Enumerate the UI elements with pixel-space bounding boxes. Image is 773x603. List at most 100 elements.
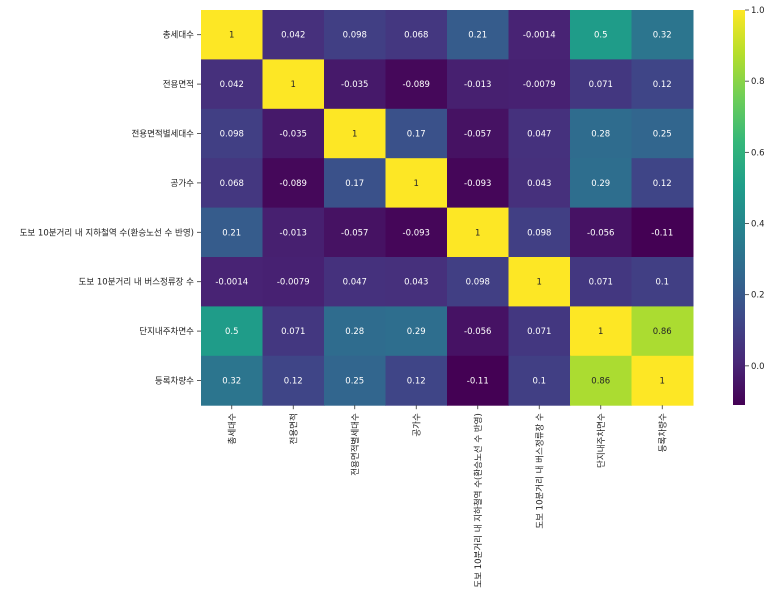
cell-annotation: 0.12	[284, 377, 303, 387]
heatmap-cell	[570, 59, 632, 110]
cell-annotation: 0.12	[653, 179, 672, 189]
heatmap-cell	[447, 306, 509, 357]
heatmap-cell	[631, 158, 694, 209]
cell-annotation: 0.5	[225, 327, 239, 337]
heatmap-cell	[631, 306, 694, 357]
cell-annotation: 0.28	[591, 130, 610, 140]
heatmap-cell	[570, 108, 632, 159]
heatmap-cell	[508, 10, 571, 60]
cell-annotation: -0.11	[651, 228, 673, 238]
cell-annotation: 0.25	[345, 377, 364, 387]
heatmap-cell	[570, 257, 632, 307]
heatmap-cell	[262, 306, 325, 357]
heatmap-cell	[262, 10, 325, 60]
heatmap-cell	[508, 355, 571, 406]
cell-annotation: -0.035	[341, 80, 368, 90]
row-label: 도보 10분거리 내 버스정류장 수	[79, 277, 195, 288]
heatmap-cell	[262, 158, 325, 209]
cell-annotation: 1	[660, 377, 665, 387]
heatmap-cell	[324, 108, 386, 159]
heatmap-cell	[262, 59, 325, 110]
heatmap-cell	[324, 207, 386, 258]
row-label: 총세대수	[163, 31, 194, 41]
heatmap-cell	[385, 10, 448, 60]
heatmap-cell	[262, 257, 325, 307]
cell-annotation: 0.042	[281, 31, 305, 41]
cell-annotation: 0.1	[655, 278, 669, 288]
colorbar-tick-label: 0.0	[751, 362, 765, 372]
heatmap-cell	[324, 355, 386, 406]
heatmap-cell	[385, 59, 448, 110]
cell-annotation: -0.089	[280, 179, 307, 189]
cell-annotation: 0.32	[653, 31, 672, 41]
heatmap-cell	[447, 257, 509, 307]
column-label: 전용면적별세대수	[350, 413, 361, 476]
heatmap-cell	[385, 355, 448, 406]
row-label: 도보 10분거리 내 지하철역 수(환승노선 수 반영)	[20, 227, 194, 238]
row-label: 공가수	[171, 179, 195, 189]
heatmap-cell	[447, 10, 509, 60]
cell-annotation: 0.21	[468, 31, 487, 41]
cell-annotation: 0.29	[591, 179, 610, 189]
cell-annotation: -0.057	[464, 130, 491, 140]
cell-annotation: 0.042	[220, 80, 244, 90]
colorbar-tick-label: 0.8	[751, 77, 765, 87]
heatmap-cell	[201, 108, 263, 159]
colorbar-tick-label: 1.0	[751, 6, 765, 16]
cell-annotation: -0.11	[467, 377, 489, 387]
row-label: 전용면적	[163, 79, 194, 90]
column-label: 전용면적	[288, 413, 299, 444]
heatmap-cell	[631, 10, 694, 60]
column-labels: 총세대수 전용면적 전용면적별세대수 공가수 도보 10분거리 내 지하철역 수(환승노…	[228, 405, 668, 588]
cell-annotation: 0.098	[220, 130, 244, 140]
heatmap-cell	[385, 207, 448, 258]
cell-annotation: -0.0014	[215, 278, 248, 288]
cell-annotation: 0.28	[345, 327, 364, 337]
column-label: 총세대수	[228, 413, 238, 444]
heatmap-cell	[324, 10, 386, 60]
cell-annotation: -0.013	[464, 80, 491, 90]
cell-annotation: 0.047	[343, 278, 367, 288]
cell-annotation: 0.25	[653, 130, 672, 140]
cell-annotation: 0.043	[404, 278, 428, 288]
colorbar-tick-label: 0.2	[751, 291, 765, 301]
cell-annotation: 0.098	[527, 228, 551, 238]
cell-annotation: 1	[414, 179, 419, 189]
colorbar-gradient	[733, 10, 745, 405]
cell-annotation: 0.86	[653, 327, 672, 337]
heatmap-cell	[201, 257, 263, 307]
heatmap-cell	[201, 207, 263, 258]
heatmap-cell	[631, 355, 694, 406]
cell-annotation: 0.071	[589, 278, 613, 288]
heatmap-cell	[201, 306, 263, 357]
column-label: 등록차량수	[657, 413, 668, 452]
cell-annotation: 0.068	[404, 31, 428, 41]
cell-annotation: -0.0014	[523, 31, 556, 41]
cell-annotation: -0.013	[280, 228, 307, 238]
cell-annotation: 0.047	[527, 130, 551, 140]
cell-annotation: 0.12	[653, 80, 672, 90]
colorbar-tick-label: 0.6	[751, 148, 765, 158]
heatmap-cell	[631, 108, 694, 159]
heatmap-cells: 1 0.042 0.098 0.068 0.21 -0.0014 0.5 0.32 0.042 1…	[201, 10, 694, 406]
heatmap-cell	[324, 158, 386, 209]
cell-annotation: 0.86	[591, 377, 610, 387]
cell-annotation: -0.0079	[523, 80, 556, 90]
heatmap-cell	[262, 207, 325, 258]
heatmap-cell	[385, 306, 448, 357]
column-label: 공가수	[412, 413, 422, 437]
cell-annotation: 0.17	[345, 179, 364, 189]
colorbar-tick-label: 0.4	[751, 220, 765, 230]
heatmap-cell	[201, 10, 263, 60]
column-label: 도보 10분거리 내 지하철역 수(환승노선 수 반영)	[473, 413, 484, 587]
cell-annotation: 0.098	[343, 31, 367, 41]
heatmap-cell	[508, 306, 571, 357]
heatmap-cell	[385, 257, 448, 307]
heatmap-cell	[447, 207, 509, 258]
cell-annotation: -0.056	[587, 228, 614, 238]
heatmap-cell	[262, 108, 325, 159]
heatmap-cell	[631, 59, 694, 110]
heatmap-cell	[631, 257, 694, 307]
